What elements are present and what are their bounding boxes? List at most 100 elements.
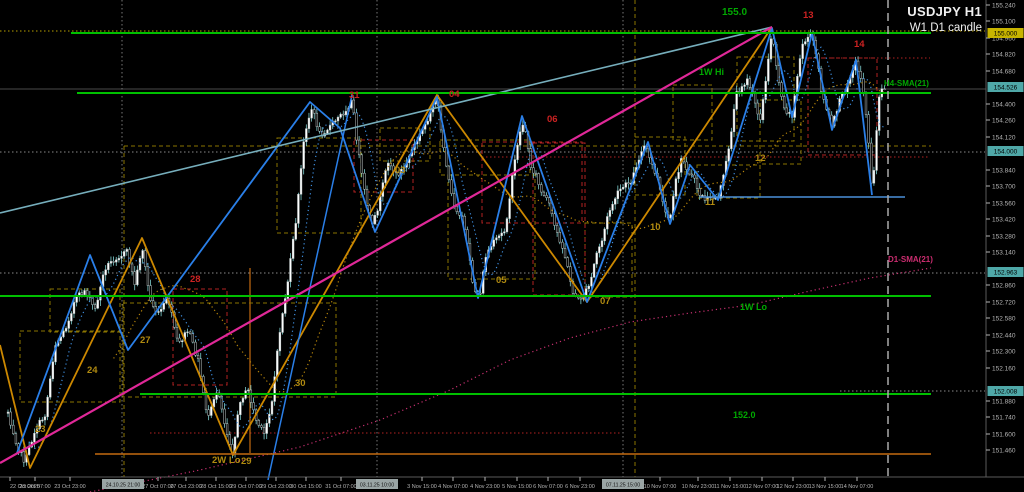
time-axis-badge-label: 07.11.25 15:00 xyxy=(606,483,640,489)
price-tick-label[interactable]: 152.440 xyxy=(992,332,1016,339)
candle-up xyxy=(51,361,55,380)
time-tick-label[interactable]: 30 Oct 15:00 xyxy=(290,484,322,490)
candle-up xyxy=(503,231,506,234)
time-tick-label[interactable]: 5 Nov 15:00 xyxy=(502,484,532,490)
candle-up xyxy=(162,302,165,310)
candle-down xyxy=(365,189,369,206)
candle-up xyxy=(735,91,738,110)
price-tick-label[interactable]: 155.240 xyxy=(992,2,1016,9)
price-tick-label[interactable]: 153.420 xyxy=(992,216,1016,223)
trend-objects[interactable] xyxy=(0,26,932,492)
price-tick-label[interactable]: 151.460 xyxy=(992,447,1016,454)
yellow-box-1[interactable] xyxy=(49,288,121,333)
price-tick-label[interactable]: 153.700 xyxy=(992,183,1016,190)
candle-down xyxy=(152,300,155,307)
slow-sma-curve xyxy=(113,81,885,393)
candle-down xyxy=(748,78,751,88)
candle-up xyxy=(495,237,498,241)
time-tick-label[interactable]: 13 Nov 15:00 xyxy=(809,484,842,490)
teal-trendline[interactable] xyxy=(0,26,773,214)
time-tick-label[interactable]: 4 Nov 07:00 xyxy=(438,484,468,490)
time-tick-label[interactable]: 12 Nov 07:00 xyxy=(746,484,779,490)
price-tick-label[interactable]: 152.160 xyxy=(992,365,1016,372)
time-tick-label[interactable]: 28 Oct 15:00 xyxy=(200,484,232,490)
red-box-13-14[interactable] xyxy=(807,57,878,156)
red-box-28[interactable] xyxy=(172,288,228,386)
candle-up xyxy=(310,109,313,119)
time-tick-label[interactable]: 23 Oct 23:00 xyxy=(54,484,86,490)
candle-up xyxy=(38,419,41,430)
price-tick-label[interactable]: 154.400 xyxy=(992,101,1016,108)
annotation-boxes[interactable] xyxy=(19,56,878,403)
yellow-box-4[interactable] xyxy=(276,137,362,234)
candle-up xyxy=(159,309,163,312)
price-tick-label[interactable]: 153.280 xyxy=(992,233,1016,240)
candle-down xyxy=(394,170,398,174)
yellow-box-3[interactable] xyxy=(122,302,337,398)
time-tick-label[interactable]: 22 Oct 2025 xyxy=(10,484,40,490)
candle-up xyxy=(426,120,429,125)
yellow-box-2[interactable] xyxy=(19,330,121,403)
price-tick-label[interactable]: 153.840 xyxy=(992,167,1016,174)
price-tick-label[interactable]: 154.960 xyxy=(992,35,1016,42)
candle-down xyxy=(318,126,321,132)
candle-up xyxy=(492,239,495,247)
candle-down xyxy=(144,250,147,267)
time-tick-label[interactable]: 4 Nov 23:00 xyxy=(470,484,500,490)
yellow-box-12[interactable] xyxy=(672,84,713,141)
candle-up xyxy=(181,340,184,343)
time-tick-label[interactable]: 29 Oct 07:00 xyxy=(230,484,262,490)
time-tick-label[interactable]: 27 Oct 23:00 xyxy=(170,484,202,490)
time-tick-label[interactable]: 23 Oct 07:00 xyxy=(19,484,51,490)
price-tick-label[interactable]: 153.560 xyxy=(992,200,1016,207)
candle-up xyxy=(730,131,733,150)
candle-up xyxy=(109,261,113,264)
time-tick-label[interactable]: 14 Nov 07:00 xyxy=(841,484,874,490)
candle-up xyxy=(619,188,622,192)
price-tick-label[interactable]: 154.260 xyxy=(992,117,1016,124)
time-tick-label[interactable]: 31 Oct 07:00 xyxy=(325,484,357,490)
price-tick-label[interactable]: 151.740 xyxy=(992,414,1016,421)
candle-down xyxy=(133,271,136,285)
price-tick-label[interactable]: 151.880 xyxy=(992,398,1016,405)
red-box-mid[interactable] xyxy=(532,142,586,296)
price-tick-label[interactable]: 152.720 xyxy=(992,299,1016,306)
yellow-box-13[interactable] xyxy=(759,99,802,165)
time-tick-label[interactable]: 10 Nov 23:00 xyxy=(682,484,715,490)
magenta-trendline[interactable] xyxy=(0,26,773,464)
price-tick-label[interactable]: 154.820 xyxy=(992,51,1016,58)
time-tick-label[interactable]: 29 Oct 23:00 xyxy=(260,484,292,490)
yellow-box-5[interactable] xyxy=(379,127,431,162)
price-axis-badge xyxy=(987,146,1024,156)
price-tick-label[interactable]: 152.580 xyxy=(992,315,1016,322)
candle-up xyxy=(614,198,617,205)
time-tick-label[interactable]: 11 Nov 15:00 xyxy=(714,484,746,490)
time-tick-label[interactable]: 6 Nov 07:00 xyxy=(533,484,563,490)
price-tick-label[interactable]: 154.680 xyxy=(992,68,1016,75)
time-tick-label[interactable]: 3 Nov 15:00 xyxy=(407,484,437,490)
candle-up xyxy=(125,249,128,252)
candle-up xyxy=(767,58,770,82)
price-tick-label[interactable]: 153.140 xyxy=(992,249,1016,256)
time-tick-label[interactable]: 10 Nov 07:00 xyxy=(644,484,677,490)
candle-down xyxy=(883,88,886,90)
blue-zigzag[interactable] xyxy=(16,27,873,454)
price-tick-label[interactable]: 155.100 xyxy=(992,18,1016,25)
candle-down xyxy=(690,173,693,176)
price-tick-label[interactable]: 152.860 xyxy=(992,282,1016,289)
time-tick-label[interactable]: 12 Nov 23:00 xyxy=(777,484,810,490)
price-axis-badge-label: 154.526 xyxy=(994,85,1018,92)
price-tick-label[interactable]: 154.120 xyxy=(992,134,1016,141)
price-tick-label[interactable]: 151.600 xyxy=(992,431,1016,438)
yellow-box-7[interactable] xyxy=(447,174,536,280)
candle-down xyxy=(130,263,134,272)
price-axis-badge-label: 152.008 xyxy=(994,389,1018,396)
time-tick-label[interactable]: 6 Nov 23:00 xyxy=(565,484,595,490)
candle-down xyxy=(112,261,115,263)
candle-down xyxy=(542,191,546,196)
price-tick-label[interactable]: 152.300 xyxy=(992,348,1016,355)
d1-sma-dotted[interactable] xyxy=(89,267,932,492)
time-tick-label[interactable]: 27 Oct 07:00 xyxy=(142,484,174,490)
